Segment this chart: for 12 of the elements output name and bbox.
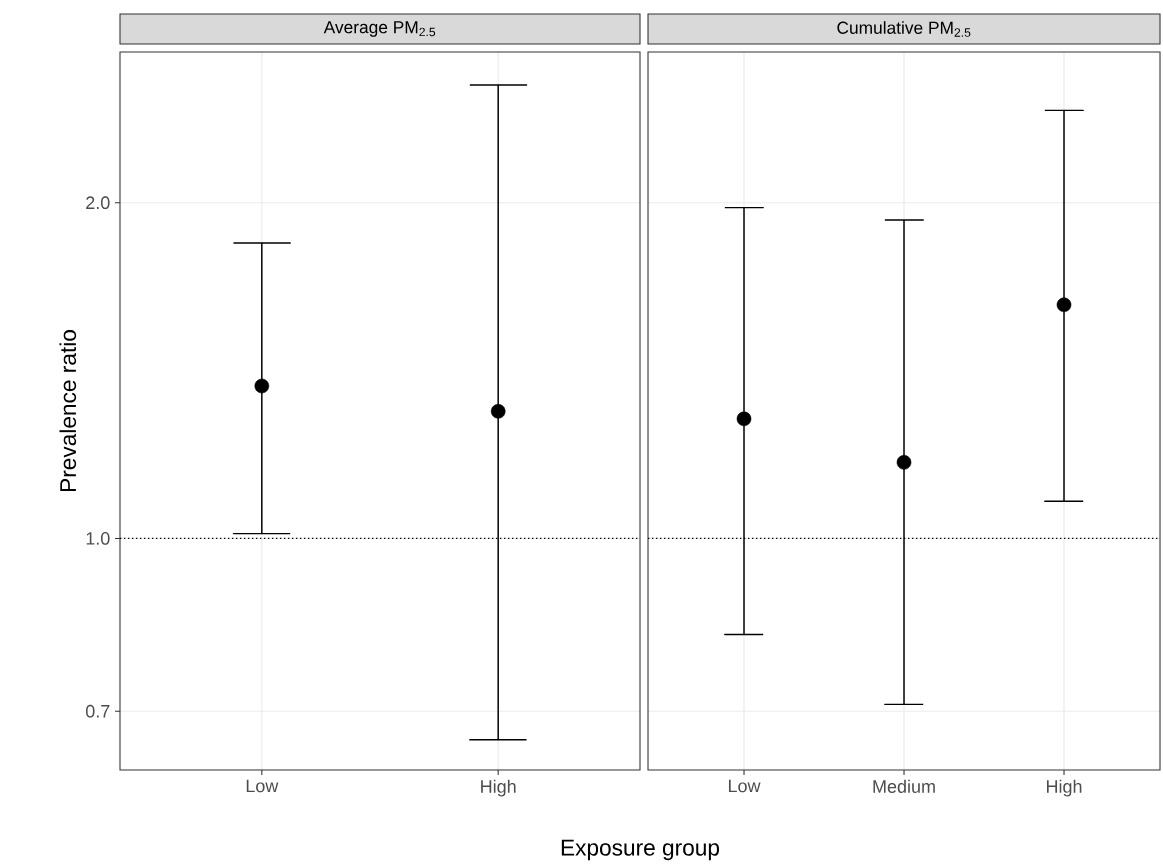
x-tick-label: Medium bbox=[873, 779, 935, 793]
chart-title: Cumulative PM$_{2.5}$ bbox=[837, 21, 971, 37]
y-tick-label: 1.0 bbox=[86, 532, 110, 545]
y-axis-title: Prevalence ratio bbox=[59, 330, 77, 492]
x-tick-label: High bbox=[1046, 779, 1082, 797]
y-tick-label: 0.7 bbox=[85, 704, 110, 718]
x-tick-label: Low bbox=[246, 779, 279, 793]
x-tick-label: High bbox=[481, 779, 516, 797]
x-tick-label: Low bbox=[728, 779, 761, 793]
chart-title: Average PM$_{2.5}$ bbox=[323, 21, 436, 37]
x-axis-title: Exposure group bbox=[561, 839, 720, 861]
y-tick-label: 2.0 bbox=[86, 196, 110, 210]
